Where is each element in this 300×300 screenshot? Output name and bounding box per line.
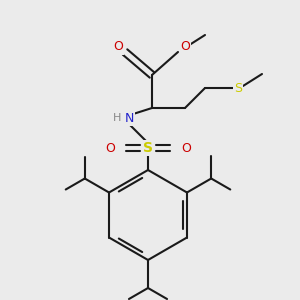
Text: S: S [234, 82, 242, 94]
Text: O: O [181, 142, 191, 154]
Text: N: N [124, 112, 134, 124]
Text: O: O [113, 40, 123, 53]
Text: H: H [113, 113, 121, 123]
Text: O: O [105, 142, 115, 154]
Text: S: S [143, 141, 153, 155]
Text: O: O [180, 40, 190, 53]
